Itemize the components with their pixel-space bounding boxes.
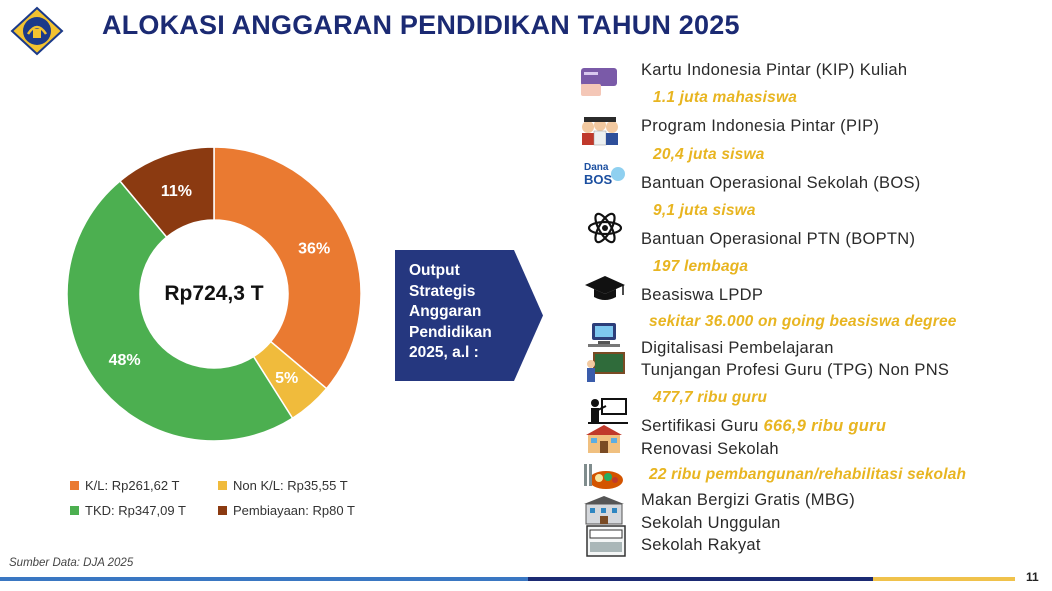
program-highlight: 20,4 juta siswa	[653, 146, 765, 163]
svg-text:Dana: Dana	[584, 162, 609, 173]
donut-slice-3	[118, 146, 215, 239]
program-name: Makan Bergizi Gratis (MBG)	[641, 491, 856, 509]
donut-svg: 36% 5% 48% 11%	[66, 146, 362, 442]
legend-swatch	[218, 481, 227, 490]
program-name: Kartu Indonesia Pintar (KIP) Kuliah	[641, 61, 908, 79]
program-name: Program Indonesia Pintar (PIP)	[641, 117, 880, 135]
legend-label: TKD: Rp347,09 T	[85, 503, 186, 518]
program-highlight: 1.1 juta mahasiswa	[653, 89, 798, 106]
school-building-icon	[582, 423, 626, 457]
graduation-cap-icon	[583, 271, 627, 305]
program-highlight-inline: 666,9 ribu guru	[763, 417, 887, 435]
program-name: Sertifikasi Guru	[641, 417, 759, 435]
legend-swatch	[218, 506, 227, 515]
program-name: Beasiswa LPDP	[641, 286, 764, 304]
slice-percent-label: 36%	[298, 240, 330, 257]
arrow-text-line: Strategis	[409, 282, 476, 300]
kip-card-icon	[578, 64, 622, 98]
legend-item-non-kl: Non K/L: Rp35,55 T	[218, 478, 378, 493]
legend-label: Pembiayaan: Rp80 T	[233, 503, 355, 518]
program-highlight: 197 lembaga	[653, 258, 749, 275]
program-name-sertifikasi: Sertifikasi Guru 666,9 ribu guru	[641, 417, 886, 436]
program-highlight: 22 ribu pembangunan/rehabilitasi sekolah	[649, 466, 967, 483]
dana-bos-icon: Dana BOS	[582, 158, 626, 192]
output-strategis-arrow: Output Strategis Anggaran Pendidikan 202…	[395, 250, 545, 381]
page-number: 11	[1026, 570, 1039, 584]
slice-percent-label: 5%	[275, 370, 298, 387]
legend-item-kl: K/L: Rp261,62 T	[70, 478, 218, 493]
ministry-finance-logo-icon	[10, 6, 64, 56]
legend-item-pembiayaan: Pembiayaan: Rp80 T	[218, 503, 378, 518]
legend-label: Non K/L: Rp35,55 T	[233, 478, 348, 493]
sekolah-rakyat-icon	[584, 524, 628, 558]
donut-slice-0	[213, 146, 362, 390]
chart-legend: K/L: Rp261,62 T Non K/L: Rp35,55 T TKD: …	[70, 478, 390, 518]
source-note: Sumber Data: DJA 2025	[9, 557, 134, 569]
page-title: ALOKASI ANGGARAN PENDIDIKAN TAHUN 2025	[102, 10, 740, 40]
donut-chart: 36% 5% 48% 11% Rp724,3 T	[60, 140, 368, 448]
teacher-presenting-icon	[586, 393, 630, 427]
donut-slice-2	[66, 179, 294, 442]
program-name: Tunjangan Profesi Guru (TPG) Non PNS	[641, 361, 950, 379]
program-name: Sekolah Rakyat	[641, 536, 761, 554]
arrow-text-line: Pendidikan	[409, 323, 492, 341]
program-name: Renovasi Sekolah	[641, 440, 779, 458]
program-highlight: 477,7 ribu guru	[653, 389, 768, 406]
arrow-text-line: Anggaran	[409, 303, 482, 320]
arrow-text-line: Output	[409, 262, 460, 279]
legend-label: K/L: Rp261,62 T	[85, 478, 180, 493]
atom-icon	[584, 211, 628, 245]
legend-item-tkd: TKD: Rp347,09 T	[70, 503, 218, 518]
slice-percent-label: 11%	[161, 183, 192, 200]
program-name: Digitalisasi Pembelajaran	[641, 339, 834, 357]
program-highlight: 9,1 juta siswa	[653, 202, 756, 219]
legend-swatch	[70, 506, 79, 515]
program-name: Bantuan Operasional PTN (BOPTN)	[641, 230, 916, 248]
arrow-text-line: 2025, a.l :	[409, 344, 479, 361]
program-name: Sekolah Unggulan	[641, 514, 781, 532]
program-name: Bantuan Operasional Sekolah (BOS)	[641, 174, 921, 192]
digital-learning-icon	[582, 317, 626, 351]
program-highlight: sekitar 36.000 on going beasiswa degree	[649, 313, 957, 330]
slice-percent-label: 48%	[109, 352, 141, 369]
students-icon	[578, 113, 622, 147]
legend-swatch	[70, 481, 79, 490]
meal-tray-icon	[582, 458, 626, 492]
svg-text:BOS: BOS	[584, 172, 613, 187]
school-excellent-icon	[582, 494, 626, 528]
teacher-board-icon	[582, 350, 626, 384]
footer-bar	[0, 577, 1015, 581]
